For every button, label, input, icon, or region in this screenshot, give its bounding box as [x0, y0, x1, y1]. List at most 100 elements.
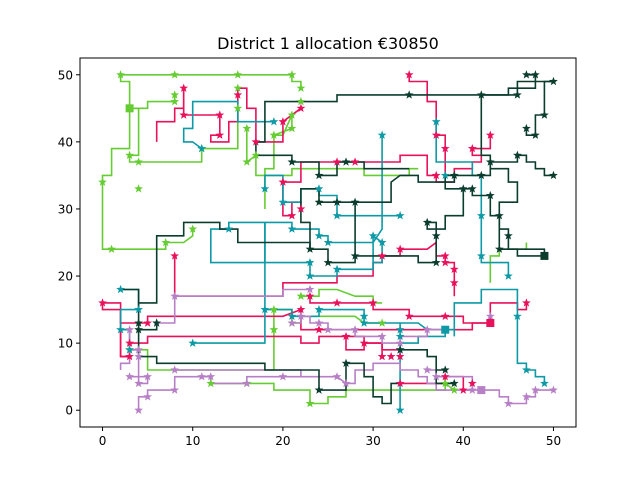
stop-marker-4-28: [350, 251, 360, 260]
stop-marker-4-23: [314, 197, 324, 206]
stop-marker-0-25: [269, 304, 279, 314]
stop-marker-2-14: [368, 231, 378, 240]
stop-marker-3-10: [206, 372, 216, 381]
x-tick-label-50: 50: [546, 434, 561, 448]
route-4-5: [319, 174, 456, 203]
stop-marker-1-21: [449, 278, 459, 287]
depot-markers: [125, 104, 549, 395]
stop-marker-1-4: [233, 90, 243, 99]
stop-marker-2-26: [359, 311, 369, 321]
plot-frame: [79, 57, 577, 428]
stop-marker-3-13: [332, 372, 342, 381]
stop-marker-2-11: [305, 258, 315, 267]
stop-marker-0-19: [296, 97, 306, 106]
stop-marker-4-17: [494, 211, 504, 220]
stop-marker-2-23: [287, 311, 297, 321]
stop-marker-1-9: [332, 157, 342, 166]
stop-marker-3-24: [170, 291, 180, 300]
stop-marker-4-14: [485, 190, 495, 200]
stop-marker-0-0: [116, 70, 125, 79]
stop-marker-0-3: [287, 70, 297, 79]
stop-marker-1-20: [449, 264, 459, 274]
stop-marker-3-33: [422, 325, 432, 334]
stop-marker-4-9: [549, 170, 558, 180]
stop-marker-3-25: [305, 284, 315, 294]
y-tick-label-0: 0: [65, 404, 73, 418]
stop-marker-2-31: [476, 211, 486, 220]
stop-marker-4-7: [531, 130, 540, 139]
stop-marker-3-26: [296, 311, 306, 321]
stop-marker-0-12: [233, 103, 243, 113]
stop-marker-2-22: [260, 304, 270, 314]
stop-marker-1-24: [395, 244, 405, 253]
chart-title: District 1 allocation €30850: [217, 34, 439, 53]
stop-marker-0-18: [287, 110, 297, 119]
stop-marker-2-6: [332, 211, 342, 220]
stop-marker-2-18: [134, 304, 143, 314]
stop-marker-4-15: [458, 184, 468, 193]
stop-marker-0-15: [242, 157, 252, 166]
stop-marker-2-1: [269, 117, 279, 126]
stop-marker-1-13: [287, 211, 297, 220]
route-2-6: [210, 214, 401, 277]
stop-marker-2-24: [314, 304, 324, 314]
stop-marker-2-2: [197, 143, 207, 153]
stop-marker-2-10: [323, 237, 333, 247]
stop-marker-0-22: [170, 97, 180, 106]
stop-marker-0-10: [188, 224, 198, 233]
stop-marker-2-17: [116, 284, 125, 294]
stop-marker-2-28: [395, 331, 405, 341]
stop-marker-4-36: [341, 358, 351, 367]
stop-marker-4-0: [522, 70, 531, 79]
route-1-1: [309, 296, 491, 324]
route-1-8: [155, 88, 185, 142]
x-tick-label-30: 30: [365, 434, 380, 448]
stop-marker-3-3: [134, 345, 143, 354]
route-4-14: [120, 288, 140, 303]
stop-marker-2-16: [395, 211, 405, 220]
stop-marker-2-35: [503, 271, 513, 280]
stop-marker-2-38: [540, 378, 549, 388]
stop-marker-2-32: [431, 117, 441, 126]
y-tick-label-40: 40: [58, 135, 73, 149]
stop-marker-2-36: [513, 311, 522, 321]
x-tick-label-0: 0: [99, 434, 107, 448]
stop-marker-1-40: [341, 331, 351, 341]
x-tick-label-10: 10: [185, 434, 200, 448]
y-tick-label-20: 20: [58, 270, 73, 284]
stop-marker-4-27: [323, 258, 333, 267]
stop-marker-0-17: [269, 130, 279, 139]
stop-marker-3-28: [314, 318, 324, 327]
stop-marker-2-21: [188, 338, 198, 347]
stop-marker-1-33: [314, 325, 324, 334]
stop-marker-2-34: [476, 251, 486, 260]
stop-marker-1-32: [522, 298, 531, 307]
stop-marker-1-39: [125, 351, 134, 361]
stop-marker-4-12: [476, 170, 486, 180]
route-3-1: [137, 362, 482, 411]
stop-marker-4-2: [549, 76, 558, 86]
stop-marker-2-0: [377, 130, 387, 139]
stop-marker-0-4: [125, 150, 134, 159]
stop-marker-3-21: [549, 385, 558, 394]
stop-marker-4-11: [485, 157, 495, 166]
stop-marker-4-34: [152, 318, 162, 327]
stop-marker-4-18: [503, 231, 513, 240]
stop-marker-1-36: [98, 298, 107, 307]
y-tick-label-10: 10: [58, 337, 73, 351]
stop-marker-2-27: [395, 325, 405, 334]
depot-marker-2: [441, 325, 450, 334]
x-axis: 0 10 20 30 40 50: [99, 427, 561, 448]
stop-marker-1-23: [377, 251, 387, 260]
stop-marker-0-9: [161, 237, 171, 247]
stop-marker-3-2: [134, 351, 143, 361]
stop-marker-4-19: [494, 244, 504, 253]
stop-marker-4-21: [314, 170, 324, 180]
stop-marker-1-22: [440, 251, 450, 260]
stop-marker-3-22: [125, 325, 134, 334]
stop-marker-1-17: [467, 143, 477, 153]
stop-marker-1-2: [179, 110, 189, 119]
stop-marker-1-28: [296, 304, 306, 314]
stop-marker-4-3: [404, 90, 414, 99]
stop-marker-1-37: [143, 318, 153, 327]
